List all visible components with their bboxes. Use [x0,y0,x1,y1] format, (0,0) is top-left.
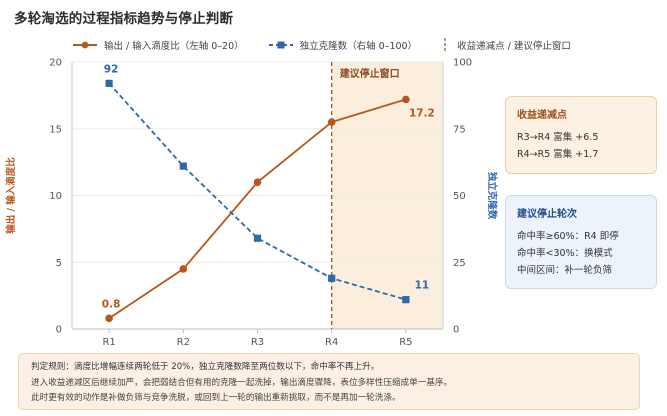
y-axis-title-left: 输出 / 输入滴度比 [5,157,17,234]
data-point-ratio [327,118,336,126]
legend-item-window: 收益递减点 / 建议停止窗口 [441,38,571,52]
diminishing-card-line: R3→R4 富集 +6.5 [517,132,599,143]
rule-line: 判定规则：滴度比增幅连续两轮低于 20%，独立克隆数降至两位数以下，命中率不再上… [31,362,380,372]
data-point-clones [179,162,187,170]
legend-label-window: 收益递减点 / 建议停止窗口 [457,41,571,52]
rule-line: 此时更有效的动作是补做负筛与竞争洗脱，或回到上一轮的输出重新挑取，而不是再加一轮… [31,393,401,403]
stop-card-line: 命中率<30%：换模式 [517,248,613,259]
x-tick-label: R1 [102,337,115,348]
chart-plot: 0 5 10 15 20 0 25 50 75 100 R1 R2 R3 R4 R5 输出 / 输入滴度比 独立… [5,58,498,349]
stop-card-title: 建议停止轮次 [517,209,577,220]
series-line-clones [108,82,407,301]
right-tick-label: 0 [453,325,459,336]
stop-card-line: 中间区间：补一轮负筛 [517,265,613,276]
chart-title: 多轮淘选的过程指标趋势与停止判断 [14,11,234,27]
rule-line: 进入收益递减区后继续加严，会把弱结合但有用的克隆一起洗掉，输出滴度骤降，表位多样… [31,377,453,388]
diminishing-returns-card: 收益递减点 R3→R4 富集 +6.5 R4→R5 富集 +1.7 [505,96,657,174]
left-tick-label: 5 [56,258,62,269]
data-point-ratio [179,265,188,273]
data-point-ratio [402,95,410,104]
legend-swatch-clones-icon [268,41,293,49]
x-tick-label: R2 [177,337,190,348]
data-label-ratio: 0.8 [102,298,121,310]
left-tick-label: 0 [56,325,62,336]
stop-card-line: 命中率≥60%：R4 即停 [517,231,619,242]
right-tick-label: 25 [453,258,466,269]
x-tick-label: R3 [251,337,264,348]
legend-label-clones: 独立克隆数（右轴 0–100） [299,41,418,52]
data-point-ratio [253,178,262,186]
right-tick-label: 50 [453,191,466,202]
data-point-clones [328,274,336,282]
left-tick-label: 15 [49,124,62,135]
legend-swatch-ratio-icon [73,41,97,49]
x-tick-label: R5 [399,337,412,348]
data-label-clones: 92 [104,63,119,75]
diminishing-card-title: 收益递减点 [517,110,567,121]
left-tick-label: 20 [49,58,62,69]
rule-box: 判定规则：滴度比增幅连续两轮低于 20%，独立克隆数降至两位数以下，命中率不再上… [18,353,640,410]
data-label-ratio: 17.2 [409,107,435,119]
right-tick-label: 75 [453,124,466,135]
y-axis-title-right: 独立克隆数 [486,171,498,220]
data-point-ratio [105,314,113,323]
data-label-clones: 11 [415,280,430,292]
diminishing-card-line: R4→R5 富集 +1.7 [517,149,599,160]
legend-label-ratio: 输出 / 输入滴度比（左轴 0–20） [104,41,244,52]
legend-item-ratio: 输出 / 输入滴度比（左轴 0–20） [72,38,244,52]
left-tick-label: 10 [49,191,62,202]
data-point-clones [105,79,113,87]
data-point-clones [253,234,262,242]
stop-window-label: 建议停止窗口 [339,67,400,80]
stop-round-card: 建议停止轮次 命中率≥60%：R4 即停 命中率<30%：换模式 中间区间：补一… [505,195,657,289]
right-tick-label: 100 [453,58,472,69]
legend-item-clones: 独立克隆数（右轴 0–100） [268,38,417,52]
legend-swatch-window-icon [444,38,446,52]
x-tick-label: R4 [325,337,338,348]
data-point-clones [402,296,410,304]
legend: 输出 / 输入滴度比（左轴 0–20） 独立克隆数（右轴 0–100） 收益递减… [72,36,595,54]
